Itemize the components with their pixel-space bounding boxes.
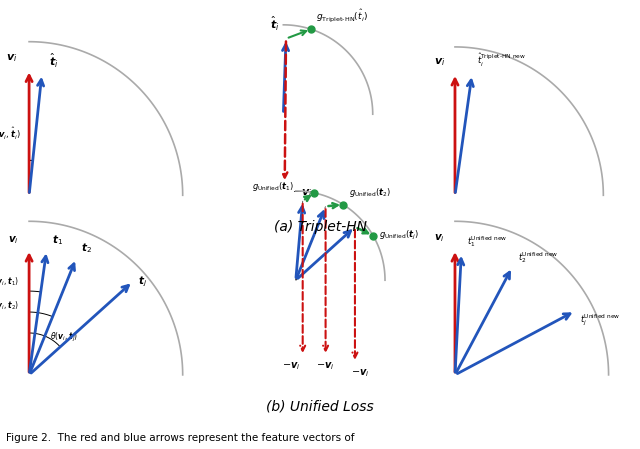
Text: $\boldsymbol{v}_i$: $\boldsymbol{v}_i$	[8, 234, 19, 246]
Text: $\boldsymbol{v}_i$: $\boldsymbol{v}_i$	[434, 232, 445, 244]
Text: $\theta(\boldsymbol{v}_i,\hat{\boldsymbol{t}}_i)$: $\theta(\boldsymbol{v}_i,\hat{\boldsymbo…	[0, 126, 20, 142]
Text: $\boldsymbol{t}_1$: $\boldsymbol{t}_1$	[52, 233, 63, 247]
Text: $\boldsymbol{v}_i$: $\boldsymbol{v}_i$	[433, 56, 445, 68]
Text: $t_2^\mathrm{Unified\ new}$: $t_2^\mathrm{Unified\ new}$	[518, 251, 558, 265]
Text: (b) Unified Loss: (b) Unified Loss	[266, 399, 374, 414]
Text: $t_1^\mathrm{Unified\ new}$: $t_1^\mathrm{Unified\ new}$	[467, 234, 507, 249]
Text: $g_\mathrm{Unified}(\boldsymbol{t}_2)$: $g_\mathrm{Unified}(\boldsymbol{t}_2)$	[349, 186, 390, 199]
Text: $g_\mathrm{Unified}(\boldsymbol{t}_1)$: $g_\mathrm{Unified}(\boldsymbol{t}_1)$	[252, 180, 294, 193]
Text: $-\boldsymbol{v}_i$: $-\boldsymbol{v}_i$	[316, 360, 335, 372]
Text: $\boldsymbol{t}_j$: $\boldsymbol{t}_j$	[138, 274, 147, 289]
Text: $\hat{\boldsymbol{t}}_i$: $\hat{\boldsymbol{t}}_i$	[270, 15, 280, 33]
Text: $\hat{t}_i^\mathrm{Triplet\text{-}HN\ new}$: $\hat{t}_i^\mathrm{Triplet\text{-}HN\ ne…	[477, 52, 526, 69]
Text: $\theta(\boldsymbol{v}_i,\boldsymbol{t}_1)$: $\theta(\boldsymbol{v}_i,\boldsymbol{t}_…	[0, 275, 19, 288]
Text: $-\boldsymbol{v}_i$: $-\boldsymbol{v}_i$	[351, 367, 370, 379]
Text: $g_\mathrm{Unified}(\boldsymbol{t}_j)$: $g_\mathrm{Unified}(\boldsymbol{t}_j)$	[378, 229, 419, 242]
Text: Figure 2.  The red and blue arrows represent the feature vectors of: Figure 2. The red and blue arrows repres…	[6, 433, 355, 443]
Text: $\hat{\boldsymbol{t}}_i$: $\hat{\boldsymbol{t}}_i$	[49, 52, 58, 70]
Text: $\boldsymbol{v}_i$: $\boldsymbol{v}_i$	[6, 53, 17, 64]
Text: $-\boldsymbol{v}_i$: $-\boldsymbol{v}_i$	[282, 360, 301, 372]
Text: (a) Triplet-HN: (a) Triplet-HN	[273, 220, 367, 234]
Text: $\boldsymbol{t}_2$: $\boldsymbol{t}_2$	[81, 241, 92, 255]
Text: $\theta(\boldsymbol{v}_i,\boldsymbol{t}_2)$: $\theta(\boldsymbol{v}_i,\boldsymbol{t}_…	[0, 299, 19, 312]
Text: $t_j^\mathrm{Unified\ new}$: $t_j^\mathrm{Unified\ new}$	[580, 313, 621, 328]
Text: $g_\mathrm{Triplet\text{-}HN}(\hat{t}_i)$: $g_\mathrm{Triplet\text{-}HN}(\hat{t}_i)…	[316, 7, 368, 24]
Text: $\theta(\boldsymbol{v}_i,\boldsymbol{t}_j)$: $\theta(\boldsymbol{v}_i,\boldsymbol{t}_…	[50, 331, 78, 344]
Text: $-\boldsymbol{v}_i$: $-\boldsymbol{v}_i$	[292, 187, 312, 199]
